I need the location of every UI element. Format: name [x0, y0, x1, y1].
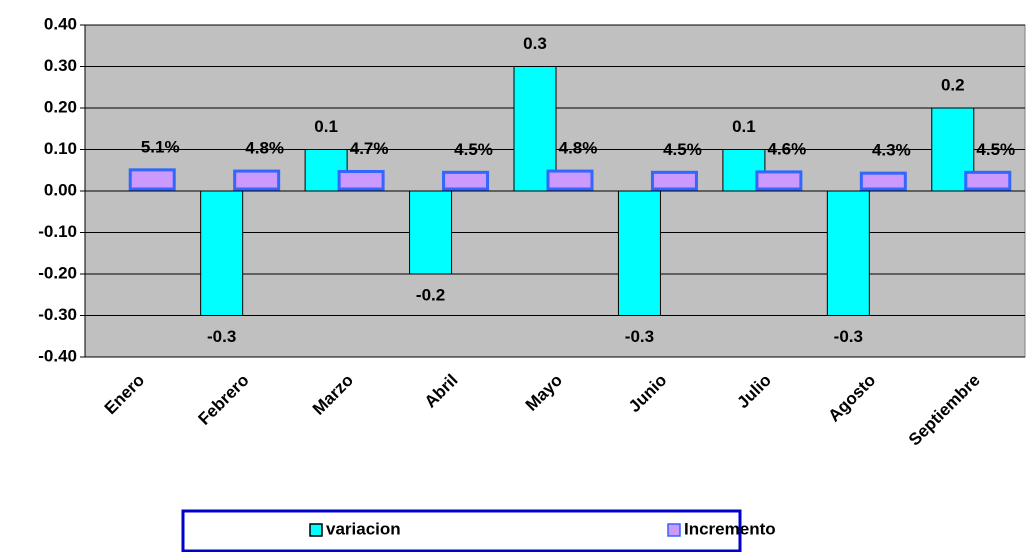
x-tick-label: Abril	[421, 371, 462, 412]
legend-label: Incremento	[684, 519, 776, 538]
bar	[964, 170, 1012, 191]
data-label: 0.2	[941, 75, 965, 94]
bar	[442, 170, 490, 191]
data-label: 5.1%	[141, 137, 180, 156]
data-label: 0.3	[523, 34, 547, 53]
data-label: 4.7%	[350, 139, 389, 158]
bar	[233, 169, 281, 191]
data-label: 4.5%	[976, 140, 1015, 159]
data-label: 4.8%	[245, 139, 284, 158]
legend-box	[181, 509, 742, 553]
data-label: 4.6%	[768, 139, 807, 158]
x-tick-label: Junio	[625, 371, 670, 416]
x-tick-label: Julio	[733, 371, 774, 412]
bar	[337, 169, 385, 191]
data-label: -0.3	[834, 327, 863, 346]
y-tick-label: 0.10	[44, 139, 77, 158]
data-label: 0.1	[732, 117, 756, 136]
bar	[617, 190, 661, 316]
bar	[859, 171, 907, 191]
data-label: 4.5%	[663, 140, 702, 159]
bar	[128, 168, 176, 191]
legend-swatch	[309, 523, 323, 537]
y-tick-label: -0.30	[38, 305, 77, 324]
y-tick-label: -0.20	[38, 263, 77, 282]
x-tick-label: Mayo	[522, 371, 566, 415]
x-tick-label: Marzo	[309, 371, 357, 419]
data-label: 4.5%	[454, 140, 493, 159]
x-tick-label: Febrero	[194, 371, 252, 429]
data-label: 4.8%	[559, 139, 598, 158]
y-tick-label: -0.10	[38, 222, 77, 241]
bar	[546, 169, 594, 191]
data-label: -0.2	[416, 285, 445, 304]
bar	[409, 190, 453, 275]
x-tick-label: Enero	[101, 371, 149, 419]
data-label: 0.1	[314, 117, 338, 136]
data-label: 4.3%	[872, 141, 911, 160]
y-tick-label: 0.40	[44, 14, 77, 33]
y-tick-label: 0.00	[44, 180, 77, 199]
bar	[755, 170, 803, 191]
bar	[650, 170, 698, 191]
data-label: -0.3	[625, 327, 654, 346]
bar	[200, 190, 244, 316]
x-tick-label: Septiembre	[905, 371, 984, 450]
y-tick-label: 0.20	[44, 97, 77, 116]
bar	[826, 190, 870, 316]
legend-label: variacion	[326, 519, 401, 538]
y-tick-label: 0.30	[44, 56, 77, 75]
x-tick-label: Agosto	[824, 371, 879, 426]
data-label: -0.3	[207, 327, 236, 346]
y-tick-label: -0.40	[38, 346, 77, 365]
legend-swatch	[667, 523, 681, 537]
